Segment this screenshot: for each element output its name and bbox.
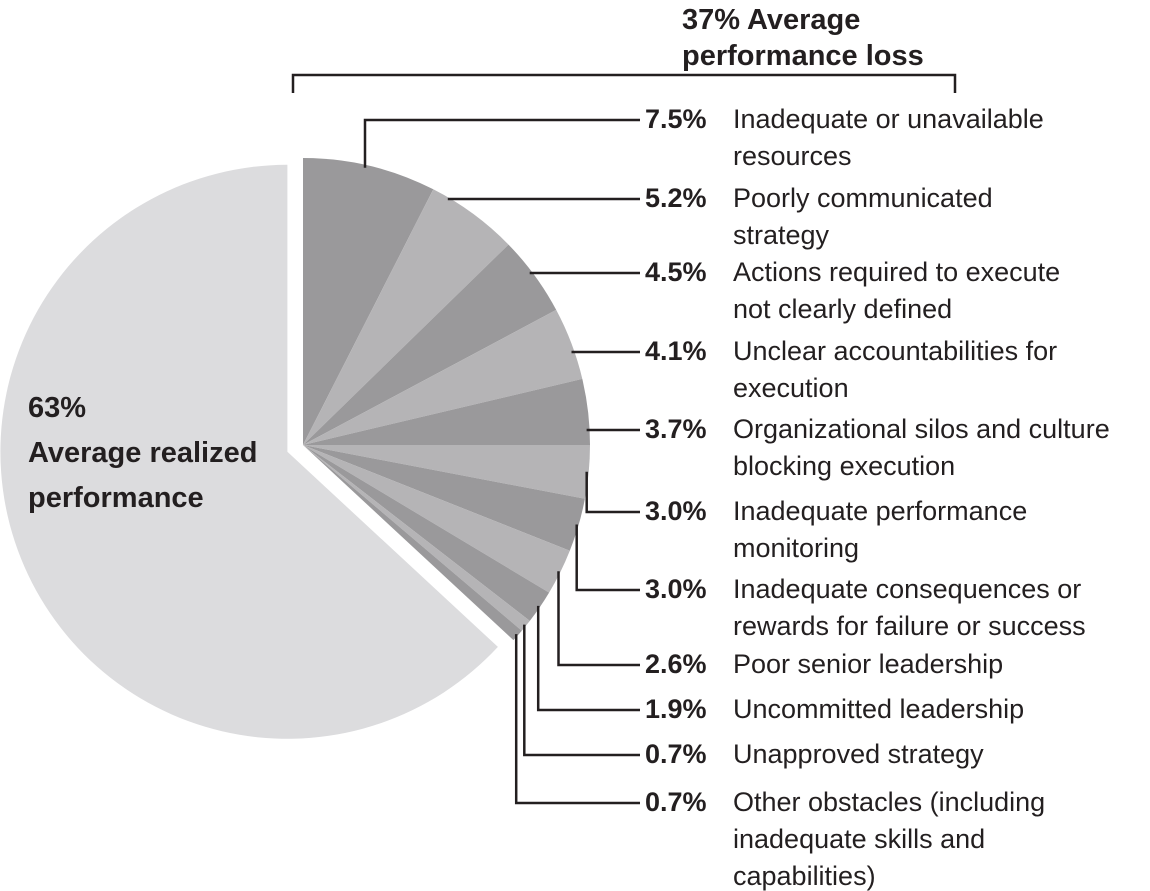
pie-slice-loss-6 <box>303 445 585 551</box>
legend-pct: 7.5% <box>645 104 707 134</box>
legend-pct: 4.1% <box>645 336 707 366</box>
legend-pct: 4.5% <box>645 257 707 287</box>
legend-desc: Uncommitted leadership <box>733 694 1025 724</box>
legend-desc: Poor senior leadership <box>733 649 1004 679</box>
legend-row-4: 3.7% Organizational silos and culture blo… <box>645 411 1150 485</box>
legend-pct: 3.7% <box>645 414 707 444</box>
pie-slice-loss-3 <box>303 309 583 445</box>
legend-desc: Organizational silos and culture blockin… <box>733 414 1110 481</box>
legend-desc: Inadequate performance monitoring <box>733 496 1028 563</box>
legend-pct: 2.6% <box>645 649 707 679</box>
pie-slice-loss-10 <box>303 445 522 641</box>
legend-row-7: 2.6% Poor senior leadership <box>645 646 1150 683</box>
legend-desc: Inadequate consequences or rewards for f… <box>733 574 1086 641</box>
legend-desc: Poorly communicated strategy <box>733 183 993 250</box>
pie-slice-loss-9 <box>303 445 530 631</box>
leader-line-5 <box>585 471 640 514</box>
legend-desc: Actions required to execute not clearly … <box>733 257 1061 324</box>
legend-row-0: 7.5% Inadequate or unavailable resources <box>645 101 1150 175</box>
pie-slice-loss-7 <box>303 445 570 593</box>
legend-pct: 1.9% <box>645 694 707 724</box>
legend-desc: Inadequate or unavailable resources <box>733 104 1044 171</box>
legend-pct: 0.7% <box>645 787 707 817</box>
leader-line-10 <box>514 634 640 805</box>
leader-line-7 <box>557 571 640 667</box>
legend-row-8: 1.9% Uncommitted leadership <box>645 691 1150 728</box>
legend-pct: 3.0% <box>645 574 707 604</box>
legend-row-10: 0.7% Other obstacles (including inadequat… <box>645 784 1150 891</box>
legend-desc: Other obstacles (including inadequate sk… <box>733 787 1046 891</box>
legend-row-6: 3.0% Inadequate consequences or rewards f… <box>645 571 1150 645</box>
pie-slice-loss-5 <box>303 445 590 499</box>
legend-desc: Unapproved strategy <box>733 739 984 769</box>
pie-slice-loss-4 <box>303 378 590 445</box>
legend-row-1: 5.2% Poorly communicated strategy <box>645 180 1150 254</box>
legend-row-2: 4.5% Actions required to execute not clea… <box>645 254 1150 328</box>
legend-row-3: 4.1% Unclear accountabilities for executi… <box>645 333 1150 407</box>
leader-line-8 <box>536 605 640 712</box>
leader-line-0 <box>363 118 640 168</box>
legend-row-5: 3.0% Inadequate performance monitoring <box>645 493 1150 567</box>
legend-pct: 3.0% <box>645 496 707 526</box>
main-slice-label: 63% Average realized performance <box>28 392 258 514</box>
loss-bracket <box>291 73 957 93</box>
pie-slice-loss-2 <box>303 244 557 445</box>
leader-line-6 <box>575 524 640 592</box>
legend-desc: Unclear accountabilities for execution <box>733 336 1058 403</box>
loss-title: 37% Average performance loss <box>682 4 924 72</box>
leader-line-9 <box>523 624 640 757</box>
legend-row-9: 0.7% Unapproved strategy <box>645 736 1150 773</box>
pie-slice-loss-1 <box>303 189 509 445</box>
legend-pct: 0.7% <box>645 739 707 769</box>
pie-slice-loss-0 <box>303 158 434 445</box>
pie-slice-loss-8 <box>303 445 550 621</box>
legend-pct: 5.2% <box>645 183 707 213</box>
pie-slice-main <box>0 164 498 739</box>
